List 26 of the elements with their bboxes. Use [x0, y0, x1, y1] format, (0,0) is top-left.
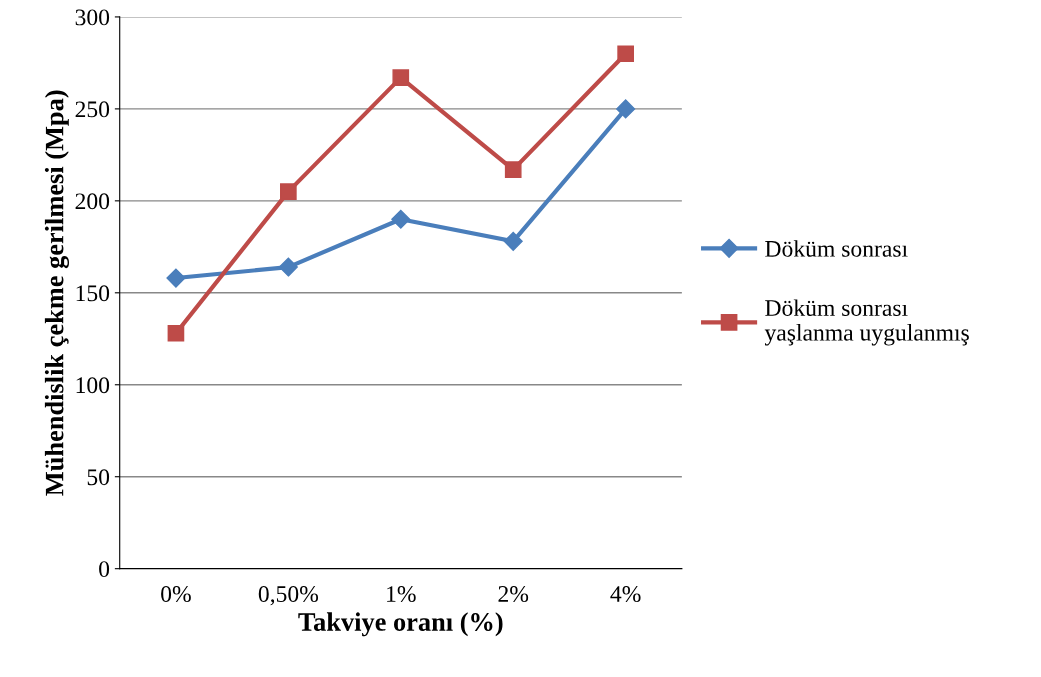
point: [616, 99, 636, 119]
x-tick-label: 0,50%: [258, 586, 319, 606]
legend-label: Döküm sonrası: [765, 240, 908, 257]
x-tick-label: 1%: [387, 586, 416, 603]
x-tick-label: 0%: [161, 586, 191, 603]
y-tick-label: 300: [75, 9, 110, 26]
point: [278, 257, 298, 277]
legend-label: Döküm sonrası yaşlanma uygulanmış: [764, 299, 969, 346]
point: [503, 231, 523, 251]
y-tick-label: 150: [76, 285, 110, 302]
x-axis-title: Takviye oranı (%): [298, 612, 503, 637]
y-tick-label: 200: [75, 193, 110, 210]
point: [504, 161, 522, 178]
x-tick-label: 4%: [610, 586, 641, 603]
y-tick-label: 250: [75, 101, 110, 118]
point: [392, 69, 410, 86]
y-axis-title: Mühendislik çekme gerilmesi (Mpa): [44, 90, 70, 496]
point: [391, 209, 411, 229]
point: [166, 268, 186, 288]
point: [280, 183, 297, 200]
point: [617, 45, 634, 63]
x-tick-label: 2%: [498, 586, 529, 603]
y-tick-label: 0: [99, 561, 110, 578]
y-tick-label: 50: [87, 469, 110, 486]
y-tick-label: 100: [76, 377, 110, 394]
point: [167, 324, 185, 342]
